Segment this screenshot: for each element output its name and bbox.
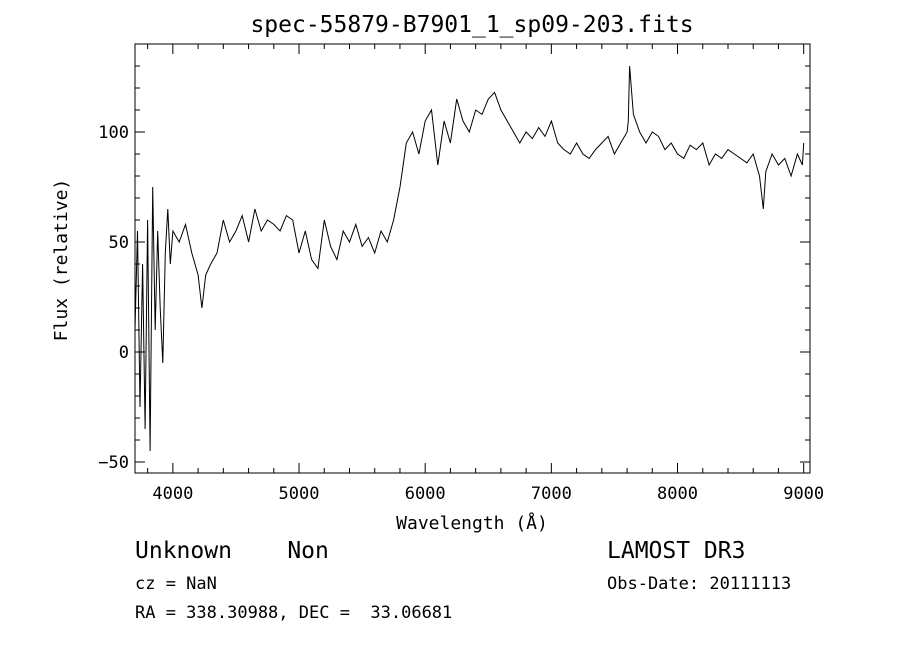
x-tick-label: 9000 — [783, 484, 824, 504]
x-tick-label: 5000 — [279, 484, 320, 504]
y-tick-label: 50 — [109, 233, 129, 253]
y-tick-label: 0 — [119, 343, 129, 363]
y-tick-label: −50 — [98, 453, 129, 473]
redshift-label: cz = NaN — [135, 574, 217, 594]
ra-dec-label: RA = 338.30988, DEC = 33.06681 — [135, 603, 453, 623]
chart-title: spec-55879-B7901_1_sp09-203.fits — [250, 12, 693, 38]
x-tick-label: 7000 — [531, 484, 572, 504]
y-axis-label: Flux (relative) — [51, 179, 72, 342]
obs-date-label: Obs-Date: 20111113 — [607, 574, 792, 594]
plot-frame — [134, 43, 811, 474]
survey-label: LAMOST DR3 — [607, 538, 746, 564]
axis-ticks — [135, 43, 810, 473]
y-tick-label: 100 — [98, 123, 129, 143]
x-tick-label: 4000 — [152, 484, 193, 504]
x-tick-label: 8000 — [657, 484, 698, 504]
axis-tick-labels: 4000 5000 6000 7000 8000 9000 −50 0 50 100 — [98, 123, 824, 504]
x-tick-label: 6000 — [405, 484, 446, 504]
object-class-label: Unknown Non — [135, 538, 329, 564]
spectrum-line — [134, 65, 805, 452]
x-axis-label: Wavelength (Å) — [396, 512, 548, 534]
